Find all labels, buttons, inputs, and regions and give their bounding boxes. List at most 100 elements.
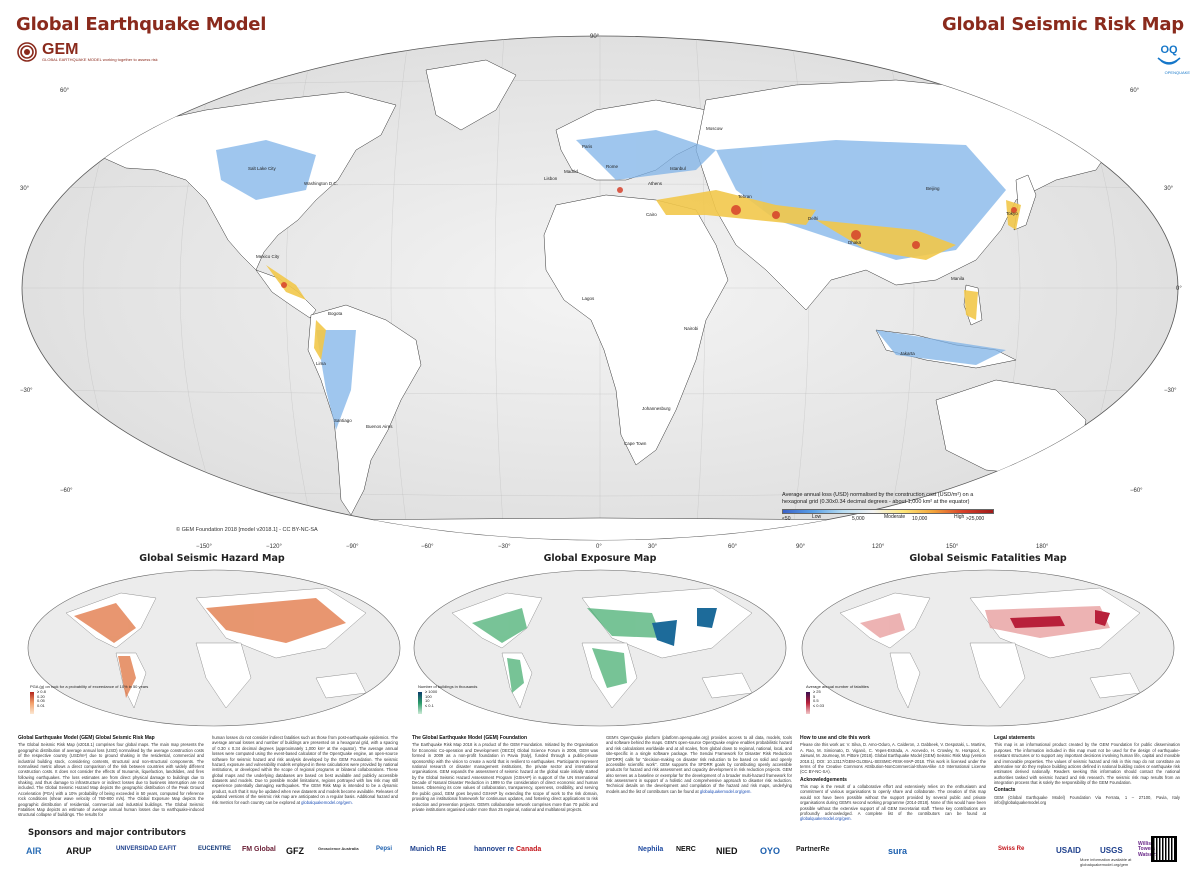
sponsors-heading: Sponsors and major contributors	[28, 828, 186, 838]
sponsor-logo: USAID	[1056, 846, 1081, 855]
city-label: Jakarta	[900, 351, 915, 356]
risk-legend-colorbar	[782, 508, 994, 514]
legend-value: ≤ 0.1	[425, 703, 434, 709]
city-label: Beijing	[926, 186, 940, 191]
description-text: Global Earthquake Model (GEM) Global Sei…	[18, 735, 1188, 825]
risk-legend-title: Average annual loss (USD) normalised by …	[782, 492, 974, 505]
latitude-ticks: 90° 60° 30° 0° −30° −60° 60° 30° 0° −30°…	[16, 34, 1182, 494]
city-label: Istanbul	[670, 166, 686, 171]
qr-code-icon[interactable]	[1151, 836, 1177, 862]
lat-tick-right: −60°	[1130, 488, 1143, 494]
longitude-ticks: −150° −120° −90° −60° −30° 0° 30° 60° 90…	[196, 544, 1049, 548]
sponsor-logo: Geoscience Australia	[318, 846, 359, 851]
city-label: Delhi	[808, 216, 818, 221]
gem-link[interactable]: globalquakemodel.org/gem.	[699, 788, 752, 794]
oq-logo-sub: OPENQUAKE	[1164, 70, 1190, 75]
lon-tick: 90°	[796, 544, 806, 548]
hazard-legend-bar	[30, 691, 34, 714]
exposure-map	[413, 569, 787, 727]
legend-category: Low	[812, 513, 822, 520]
oq-logo-text: OQ	[1160, 44, 1178, 56]
lon-tick: 180°	[1036, 544, 1049, 548]
lat-tick-right: 0°	[1176, 286, 1182, 292]
gem-link[interactable]: globalquakemodel.org/gem.	[800, 816, 852, 822]
city-label: Bogota	[328, 311, 343, 316]
lat-tick-left: −60°	[60, 488, 73, 494]
lon-tick: 60°	[728, 544, 738, 548]
lon-tick: 150°	[946, 544, 959, 548]
risk-legend: Average annual loss (USD) normalised by …	[782, 492, 994, 528]
section-title: How to use and cite this work	[800, 735, 871, 741]
legend-value: ≤ 0.03	[813, 703, 825, 709]
section-body: This map is the result of a collaborativ…	[800, 784, 986, 816]
section-title: Legal statements	[994, 735, 1035, 741]
exposure-legend: Number of buildings in thousands ≥ 1000 …	[418, 684, 477, 714]
main-risk-map: Salt Lake City Washington D.C. Mexico Ci…	[16, 34, 1182, 548]
section-title: Contacts	[994, 787, 1016, 794]
city-label: Dhaka	[848, 240, 862, 245]
right-title: Global Seismic Risk Map	[941, 14, 1184, 35]
city-label: Washington D.C.	[304, 181, 338, 186]
section-body: Please cite this work as: V. Silva, D. A…	[800, 742, 986, 775]
city-label: Moscow	[706, 126, 723, 131]
legend-value: <50	[782, 515, 791, 522]
sponsor-logo: OYO	[760, 846, 781, 856]
sponsor-logo: PartnerRe	[796, 846, 830, 853]
sponsor-logo: GFZ	[286, 846, 304, 856]
fatalities-legend-title: Average annual number of fatalities	[806, 684, 869, 689]
sponsor-logo: USGS	[1100, 846, 1123, 855]
sponsor-logo: UNIVERSIDAD EAFIT	[116, 846, 177, 852]
gem-link[interactable]: globalquakemodel.org/gem.	[301, 799, 353, 805]
text-col-5: How to use and cite this work Please cit…	[800, 735, 986, 822]
risk-overlay	[216, 130, 1021, 430]
city-label: Paris	[582, 144, 593, 149]
legend-value: ≥ 0.8	[37, 688, 46, 694]
greenland	[425, 59, 517, 131]
city-label: Tokyo	[1006, 211, 1018, 216]
section-title: Global Earthquake Model (GEM) Global Sei…	[18, 735, 155, 741]
section-body: human losses do not consider indirect fa…	[212, 735, 398, 805]
sponsor-logo: AIR	[26, 846, 42, 856]
section-body: GEM (Global Earthquake Model) Foundation…	[994, 794, 1180, 806]
lon-tick: −90°	[346, 544, 359, 548]
hazard-map	[27, 569, 401, 727]
section-title: The Global Earthquake Model (GEM) Founda…	[412, 735, 527, 741]
city-label: Mexico City	[256, 254, 280, 259]
legend-value: ≥ 1000	[425, 688, 438, 694]
legend-value: 100	[425, 693, 432, 699]
lon-tick: 120°	[872, 544, 885, 548]
city-label: Manila	[951, 276, 965, 281]
legend-category: High	[954, 513, 965, 520]
legend-value: 0.01	[37, 703, 45, 709]
hazard-map-title: Global Seismic Hazard Map	[139, 553, 285, 564]
section-body: The Global Seismic Risk Map (v2018.1) co…	[18, 742, 204, 818]
legend-value: 10,000	[912, 515, 928, 522]
header-left: Global Earthquake Model GEM GLOBAL EARTH…	[16, 14, 266, 63]
exposure-legend-bar	[418, 691, 422, 714]
legend-value: 0.05	[37, 698, 45, 704]
sponsor-logo: ARUP	[66, 846, 92, 856]
sponsor-logo: Swiss Re	[998, 846, 1025, 852]
city-label: Tehran	[738, 194, 752, 199]
sponsor-logo: Munich RE	[410, 846, 447, 853]
fatalities-legend: Average annual number of fatalities ≥ 25…	[806, 684, 869, 714]
text-col-4: GEM's OpenQuake platform (platform.openq…	[606, 735, 792, 794]
city-label: Lisbon	[544, 176, 558, 181]
sponsor-logo: Canada	[516, 846, 542, 853]
legend-value: 0.20	[37, 693, 45, 699]
city-label: Lagos	[582, 296, 595, 301]
section-title: Acknowledgements	[800, 776, 847, 783]
legend-value: 5,000	[852, 515, 865, 522]
lat-top-label: 90°	[590, 34, 600, 40]
city-labels: Salt Lake City Washington D.C. Mexico Ci…	[248, 126, 1018, 446]
legend-value: 5	[813, 693, 816, 699]
fatalities-legend-bar	[806, 691, 810, 714]
city-label: Rome	[606, 164, 619, 169]
openquake-logo-icon: OQ	[1157, 44, 1181, 65]
gem-logo-text: GEM	[42, 40, 79, 58]
lat-tick-right: 30°	[1164, 186, 1174, 192]
sponsor-logo: EUCENTRE	[198, 846, 232, 852]
city-label: Buenos Aires	[366, 424, 393, 429]
legend-value: 10	[425, 698, 430, 704]
hazard-legend: PGA (g) on rock for a probability of exc…	[30, 684, 148, 714]
